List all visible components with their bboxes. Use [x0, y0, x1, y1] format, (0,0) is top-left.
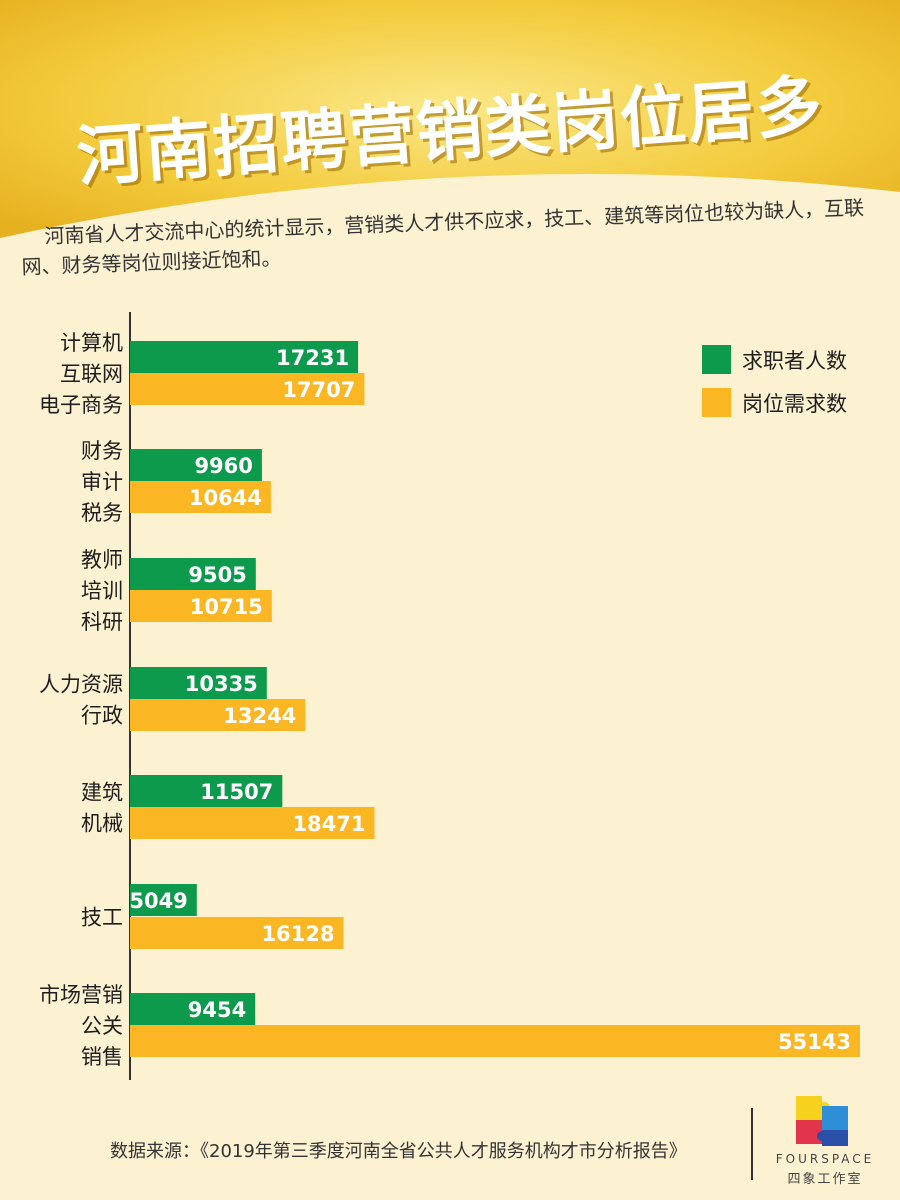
category-label-6-1: 公关: [81, 1014, 123, 1038]
value-label-seekers-3: 10335: [185, 672, 258, 696]
category-label-6-0: 市场营销: [39, 983, 123, 1007]
category-label-6-2: 销售: [81, 1045, 123, 1069]
value-label-seekers-2: 9505: [188, 563, 246, 587]
bar-demand-4: [130, 807, 375, 839]
bar-seekers-3: [130, 667, 267, 699]
value-label-seekers-6: 9454: [188, 998, 246, 1022]
value-label-demand-3: 13244: [223, 704, 296, 728]
value-label-demand-4: 18471: [292, 812, 365, 836]
legend-swatch-seekers: [702, 345, 731, 374]
header-background: [0, 0, 900, 238]
studio-logo: FOURSPACE 四象工作室: [760, 1092, 890, 1192]
logo-text-cn: 四象工作室: [787, 1172, 863, 1187]
category-label-3-0: 人力资源: [39, 673, 123, 697]
value-label-seekers-0: 17231: [276, 346, 349, 370]
bar-demand-1: [130, 481, 271, 513]
bar-seekers-6: [130, 993, 256, 1025]
category-label-4-1: 机械: [81, 812, 123, 836]
value-label-demand-6: 55143: [778, 1030, 851, 1054]
bar-demand-3: [130, 699, 306, 731]
bar-demand-0: [130, 373, 365, 405]
bar-demand-6: [130, 1025, 860, 1057]
chart-legend: 求职者人数 岗位需求数: [702, 345, 847, 417]
value-label-seekers-4: 11507: [200, 780, 273, 804]
legend-label-demand: 岗位需求数: [742, 392, 847, 416]
category-label-5-0: 技工: [81, 906, 123, 930]
category-label-1-1: 审计: [81, 470, 123, 494]
data-source-note: 数据来源：《2019年第三季度河南全省公共人才服务机构才市分析报告》: [110, 1141, 687, 1162]
value-label-demand-2: 10715: [190, 595, 263, 619]
puzzle-logo-icon: [796, 1096, 848, 1146]
category-label-2-1: 培训: [81, 579, 123, 603]
category-label-2-2: 科研: [81, 610, 123, 634]
value-label-demand-5: 16128: [261, 922, 334, 946]
category-label-3-1: 行政: [81, 704, 123, 728]
category-label-0-0: 计算机: [60, 331, 123, 355]
category-label-1-0: 财务: [81, 439, 123, 463]
bar-seekers-1: [130, 449, 262, 481]
legend-swatch-demand: [702, 388, 731, 417]
value-label-demand-0: 17707: [282, 378, 355, 402]
legend-label-seekers: 求职者人数: [742, 349, 847, 373]
category-label-0-1: 互联网: [60, 362, 123, 386]
logo-text-en: FOURSPACE: [775, 1152, 875, 1166]
value-label-demand-1: 10644: [189, 486, 262, 510]
value-label-seekers-1: 9960: [194, 454, 252, 478]
category-label-4-0: 建筑: [81, 781, 123, 805]
bar-seekers-0: [130, 341, 359, 373]
bar-seekers-4: [130, 775, 283, 807]
footer-divider: [751, 1108, 753, 1180]
bar-demand-5: [130, 917, 344, 949]
category-label-2-0: 教师: [81, 548, 123, 572]
bar-seekers-5: [130, 884, 197, 916]
bar-seekers-2: [130, 558, 256, 590]
category-label-0-2: 电子商务: [39, 393, 123, 417]
bar-demand-2: [130, 590, 272, 622]
category-label-1-2: 税务: [81, 501, 123, 525]
value-label-seekers-5: 5049: [129, 889, 187, 913]
